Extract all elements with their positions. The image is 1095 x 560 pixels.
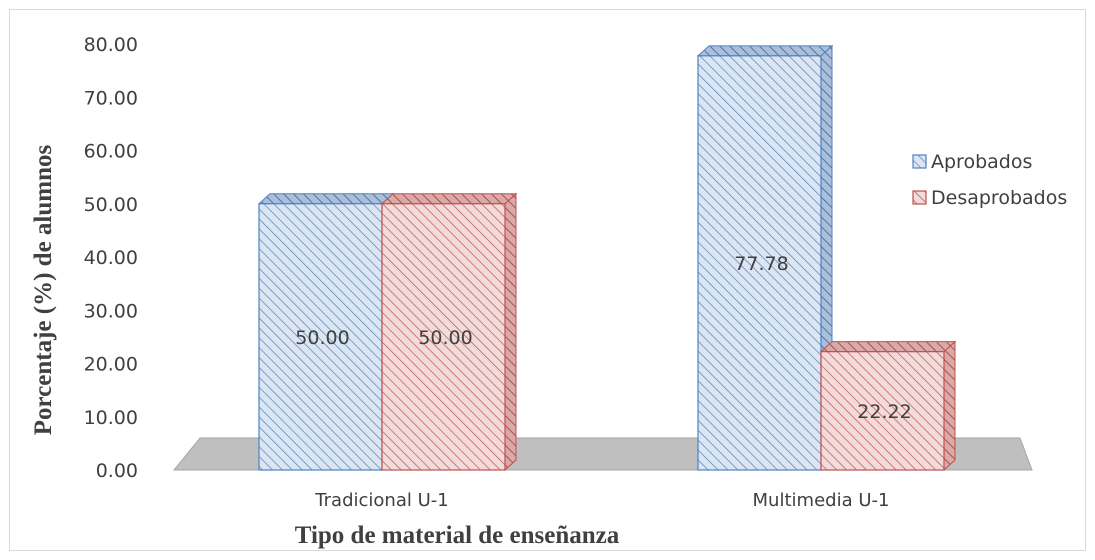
chart-frame: 0.00 10.00 20.00 30.00 40.00 50.00 60.00 70.00 8… (9, 9, 1086, 551)
legend-label: Desaprobados (931, 187, 1067, 209)
x-tick-label: Multimedia U-1 (753, 490, 890, 511)
legend-label: Aprobados (931, 151, 1032, 173)
legend-swatch (912, 190, 927, 205)
legend-item-aprobados: Aprobados (912, 151, 1032, 173)
y-tick-label: 80.00 (84, 34, 138, 56)
bar-desaprobados-1 (380, 192, 518, 472)
x-tick-label: Tradicional U-1 (314, 490, 448, 511)
legend: Aprobados Desaprobados (912, 151, 1067, 209)
data-label: 22.22 (857, 401, 911, 423)
y-tick-label: 30.00 (84, 300, 138, 322)
y-axis-title: Porcentaje (%) de alumnos (30, 144, 57, 435)
legend-item-desaprobados: Desaprobados (912, 187, 1067, 209)
bar-desaprobados-2 (819, 340, 957, 472)
legend-swatch (912, 154, 927, 169)
y-axis-ticks: 0.00 10.00 20.00 30.00 40.00 50.00 60.00 70.00 8… (84, 34, 138, 482)
data-label: 50.00 (418, 327, 472, 349)
data-label: 50.00 (295, 327, 349, 349)
y-tick-label: 10.00 (84, 407, 138, 429)
y-tick-label: 50.00 (84, 194, 138, 216)
y-tick-label: 70.00 (84, 87, 138, 109)
data-label: 77.78 (734, 253, 788, 275)
y-tick-label: 40.00 (84, 247, 138, 269)
x-axis-ticks: Tradicional U-1 Multimedia U-1 (314, 490, 889, 511)
y-tick-label: 60.00 (84, 141, 138, 163)
y-tick-label: 20.00 (84, 354, 138, 376)
data-labels: 50.00 50.00 77.78 22.22 (295, 253, 911, 423)
bar-chart: 0.00 10.00 20.00 30.00 40.00 50.00 60.00 70.00 8… (30, 34, 1067, 549)
bars (257, 44, 957, 472)
bar-aprobados-2 (696, 44, 834, 472)
y-tick-label: 0.00 (96, 460, 138, 482)
x-axis-title: Tipo de material de enseñanza (295, 522, 620, 549)
